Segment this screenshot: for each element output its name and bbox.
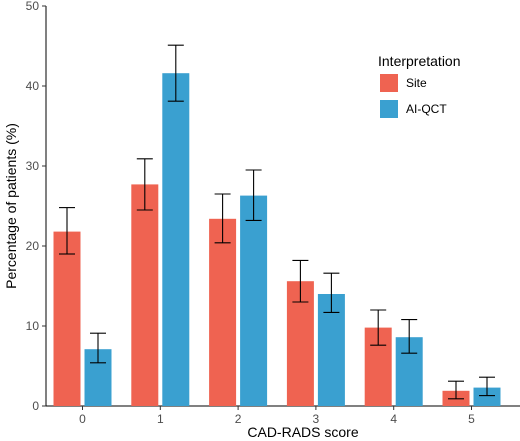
x-axis: 0 1 2 3 4 5 [46, 405, 520, 426]
x-axis-title: CAD-RADS score [247, 424, 358, 440]
x-tick-label: 1 [157, 412, 164, 426]
error-bar [167, 44, 184, 102]
legend-title: Interpretation [378, 53, 461, 69]
legend-label-site: Site [406, 76, 427, 90]
error-bar [370, 309, 387, 346]
x-tick-label: 0 [79, 412, 86, 426]
y-tick-label: 10 [26, 319, 40, 333]
legend: Interpretation Site AI-QCT [378, 53, 461, 118]
bar-ai-qct-2 [240, 195, 268, 406]
error-bar [401, 319, 418, 354]
legend-swatch-site [380, 74, 398, 92]
error-bar [214, 193, 231, 244]
y-tick-label: 30 [26, 159, 40, 173]
error-bars-group [59, 44, 495, 400]
y-tick-label: 40 [26, 79, 40, 93]
bar-site-1 [131, 184, 159, 406]
x-tick-label: 2 [235, 412, 242, 426]
error-bar [479, 376, 495, 397]
error-bar [448, 380, 464, 400]
bar-ai-qct-1 [162, 73, 190, 406]
y-tick-label: 50 [26, 0, 40, 13]
error-bar [292, 259, 309, 303]
error-bar [59, 207, 75, 255]
legend-swatch-ai-qct [380, 100, 398, 118]
bar-site-0 [53, 231, 81, 406]
legend-label-ai-qct: AI-QCT [406, 102, 447, 116]
x-tick-label: 5 [468, 412, 475, 426]
bar-site-2 [209, 218, 237, 406]
error-bar [245, 169, 262, 221]
error-bar [136, 158, 153, 211]
x-tick-label: 4 [390, 412, 397, 426]
error-bar [90, 332, 106, 364]
bar-series-group [53, 73, 501, 406]
y-tick-label: 20 [26, 239, 40, 253]
y-axis: 0 10 20 30 40 50 [26, 0, 47, 413]
error-bar [323, 272, 340, 313]
bar-ai-qct-5 [473, 387, 501, 406]
y-tick-label: 0 [32, 399, 39, 413]
y-axis-title: Percentage of patients (%) [3, 123, 19, 289]
x-tick-label: 3 [313, 412, 320, 426]
